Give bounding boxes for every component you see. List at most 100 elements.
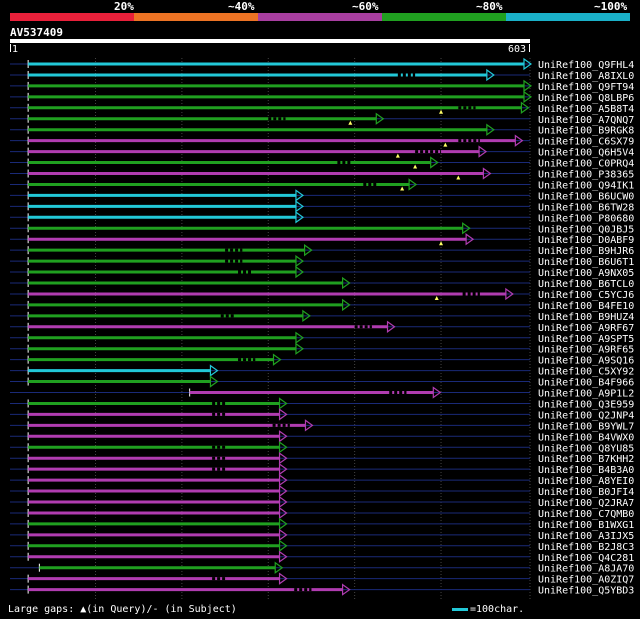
hit-end-arrow <box>278 462 288 476</box>
hit-label: UniRef100_B6TCL0 <box>538 279 634 290</box>
hit-label: UniRef100_Q6H5V4 <box>538 148 634 159</box>
legend-bar-80 <box>382 13 506 21</box>
hit-end-arrow <box>295 254 304 268</box>
hit-end-arrow <box>514 134 524 147</box>
hit-end-arrow <box>295 200 304 213</box>
hit-label: UniRef100_Q94IK1 <box>538 180 634 191</box>
hit-label: UniRef100_B6UCW0 <box>538 191 634 202</box>
hit-end-arrow <box>295 342 304 355</box>
hit-label: UniRef100_Q3E959 <box>538 399 634 410</box>
hit-end-arrow <box>302 309 311 323</box>
hit-end-arrow <box>520 101 530 114</box>
hit-end-arrow <box>482 167 492 180</box>
hit-end-arrow <box>478 145 488 158</box>
hit-end-arrow <box>295 211 304 224</box>
hit-label: UniRef100_B2J8C3 <box>538 542 634 553</box>
query-gap-marker <box>395 153 400 158</box>
hit-label: UniRef100_Q4C281 <box>538 553 634 564</box>
hit-label: UniRef100_Q8LBP6 <box>538 93 634 104</box>
hit-end-arrow <box>278 484 288 498</box>
scale-swatch <box>452 607 468 611</box>
hit-end-arrow <box>295 331 304 344</box>
hit-label: UniRef100_B9HJR6 <box>538 246 634 257</box>
legend-bar-60 <box>258 13 382 21</box>
hit-label: UniRef100_P80680 <box>538 213 634 224</box>
hit-label: UniRef100_B4VWX0 <box>538 432 634 443</box>
hit-label: UniRef100_A9SPT5 <box>538 334 634 345</box>
hit-label: UniRef100_B4FE10 <box>538 301 634 312</box>
hit-label: UniRef100_C0PRQ4 <box>538 159 634 170</box>
hit-end-arrow <box>342 276 351 290</box>
hit-label: UniRef100_Q0JBJ5 <box>538 224 634 235</box>
hit-label: UniRef100_Q8YU85 <box>538 443 634 454</box>
legend-label-80: ~80% <box>476 0 503 13</box>
hit-end-arrow <box>278 572 288 585</box>
hit-label: UniRef100_A3IJX5 <box>538 531 634 542</box>
query-id: AV537409 <box>10 26 63 39</box>
hit-end-arrow <box>505 287 514 301</box>
hit-end-arrow <box>274 561 284 574</box>
hit-end-arrow <box>278 430 288 443</box>
hit-end-arrow <box>523 90 533 104</box>
scale-text: =100char. <box>470 604 525 615</box>
hit-label: UniRef100_B9RGK8 <box>538 126 634 137</box>
hit-end-arrow <box>523 57 533 71</box>
hit-label: UniRef100_B4B3A0 <box>538 465 634 476</box>
hit-end-arrow <box>386 320 396 333</box>
hit-label: UniRef100_A9RF67 <box>538 323 634 334</box>
legend-label-100: ~100% <box>594 0 628 13</box>
gaps-legend: Large gaps: ▲(in Query)/- (in Subject) <box>8 604 237 615</box>
hit-end-arrow <box>462 222 471 235</box>
hit-label: UniRef100_B1WXG1 <box>538 520 634 531</box>
hit-label: UniRef100_P38365 <box>538 170 634 181</box>
hit-label: UniRef100_Q9FT94 <box>538 82 634 93</box>
hit-label: UniRef100_A9SQ16 <box>538 356 634 367</box>
hit-end-arrow <box>408 178 418 191</box>
legend-bar-20 <box>10 13 134 21</box>
hit-label: UniRef100_Q5YBD3 <box>538 586 634 597</box>
legend-bar-40 <box>134 13 258 21</box>
legend-label-20: 20% <box>114 0 134 13</box>
hit-label: UniRef100_Q9FHL4 <box>538 60 634 71</box>
hit-label: UniRef100_A9RF65 <box>538 345 634 356</box>
hit-end-arrow <box>278 495 288 509</box>
hit-label: UniRef100_A8YEI0 <box>538 476 634 487</box>
query-gap-marker <box>443 142 448 147</box>
scale-key: =100char. <box>452 604 524 615</box>
hit-label: UniRef100_C6SX79 <box>538 137 634 148</box>
query-gap-marker <box>413 164 418 169</box>
hit-end-arrow <box>278 528 288 542</box>
query-end-tick <box>529 44 530 52</box>
hit-label: UniRef100_B7KHH2 <box>538 454 634 465</box>
hit-end-arrow <box>278 473 288 487</box>
query-start-tick <box>10 44 11 52</box>
hit-end-arrow <box>375 112 385 125</box>
hit-end-arrow <box>342 583 351 596</box>
hit-label: UniRef100_A0ZIQ7 <box>538 575 634 586</box>
hit-end-arrow <box>295 265 304 279</box>
hit-end-arrow <box>278 397 288 410</box>
hit-label: UniRef100_C7QMB0 <box>538 509 634 520</box>
hit-end-arrow <box>278 539 288 552</box>
hit-end-arrow <box>430 156 439 169</box>
hit-label: UniRef100_B6TW28 <box>538 202 634 213</box>
hit-label: UniRef100_C5YCJ6 <box>538 290 634 301</box>
legend-bar-100 <box>506 13 630 21</box>
hit-end-arrow <box>304 419 314 432</box>
hit-label: UniRef100_B0JFI4 <box>538 487 634 498</box>
hit-label: UniRef100_A9NX05 <box>538 268 634 279</box>
hit-end-arrow <box>486 123 495 136</box>
hit-label: UniRef100_Q2JRA7 <box>538 498 634 509</box>
query-start-label: 1 <box>12 44 19 55</box>
hit-label: UniRef100_B9YWL7 <box>538 421 634 432</box>
hit-end-arrow <box>278 441 288 454</box>
hit-label: UniRef100_A8IXL0 <box>538 71 634 82</box>
hit-label: UniRef100_B9HUZ4 <box>538 312 634 323</box>
legend-label-40: ~40% <box>228 0 255 13</box>
query-gap-marker <box>434 295 439 300</box>
hit-end-arrow <box>278 550 288 563</box>
hit-end-arrow <box>278 408 288 421</box>
hit-end-arrow <box>303 243 313 257</box>
hit-end-arrow <box>432 386 442 399</box>
